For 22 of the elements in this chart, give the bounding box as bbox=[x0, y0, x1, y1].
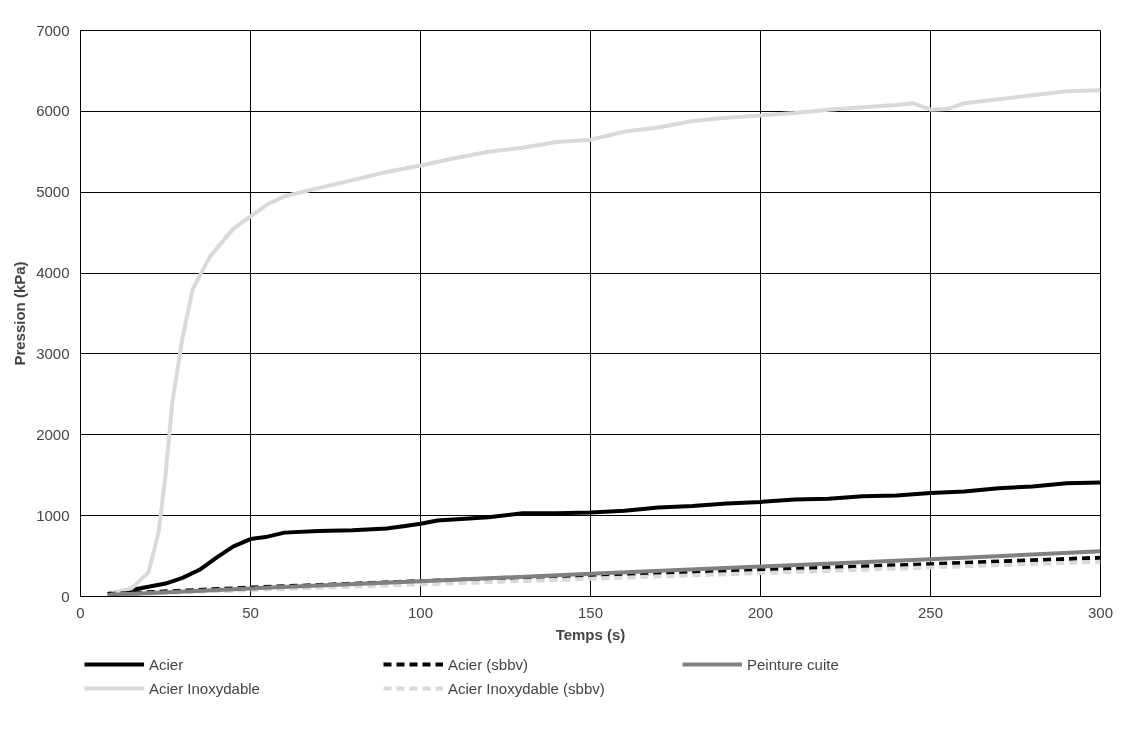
x-tick-label: 150 bbox=[577, 603, 604, 621]
y-tick-label: 2000 bbox=[36, 425, 70, 443]
y-tick-label: 3000 bbox=[36, 344, 70, 362]
x-tick-label: 0 bbox=[76, 603, 85, 621]
legend-label: Acier Inoxydable (sbbv) bbox=[448, 679, 606, 697]
y-tick-label: 1000 bbox=[36, 506, 70, 524]
y-tick-label: 7000 bbox=[36, 21, 70, 39]
legend-label: Acier Inoxydable bbox=[149, 679, 261, 697]
y-tick-label: 5000 bbox=[36, 183, 70, 201]
x-tick-label: 200 bbox=[747, 603, 774, 621]
y-tick-label: 4000 bbox=[36, 264, 70, 282]
x-tick-label: 50 bbox=[242, 603, 259, 621]
x-tick-label: 300 bbox=[1087, 603, 1114, 621]
x-tick-label: 100 bbox=[407, 603, 434, 621]
x-tick-label: 250 bbox=[917, 603, 944, 621]
legend-label: Peinture cuite bbox=[747, 655, 840, 673]
y-tick-label: 0 bbox=[61, 587, 70, 605]
y-tick-label: 6000 bbox=[36, 102, 70, 120]
y-axis-title: Pression (kPa) bbox=[11, 261, 29, 366]
legend-label: Acier (sbbv) bbox=[448, 655, 530, 673]
x-axis-title: Temps (s) bbox=[555, 625, 626, 643]
legend-label: Acier bbox=[149, 655, 185, 673]
